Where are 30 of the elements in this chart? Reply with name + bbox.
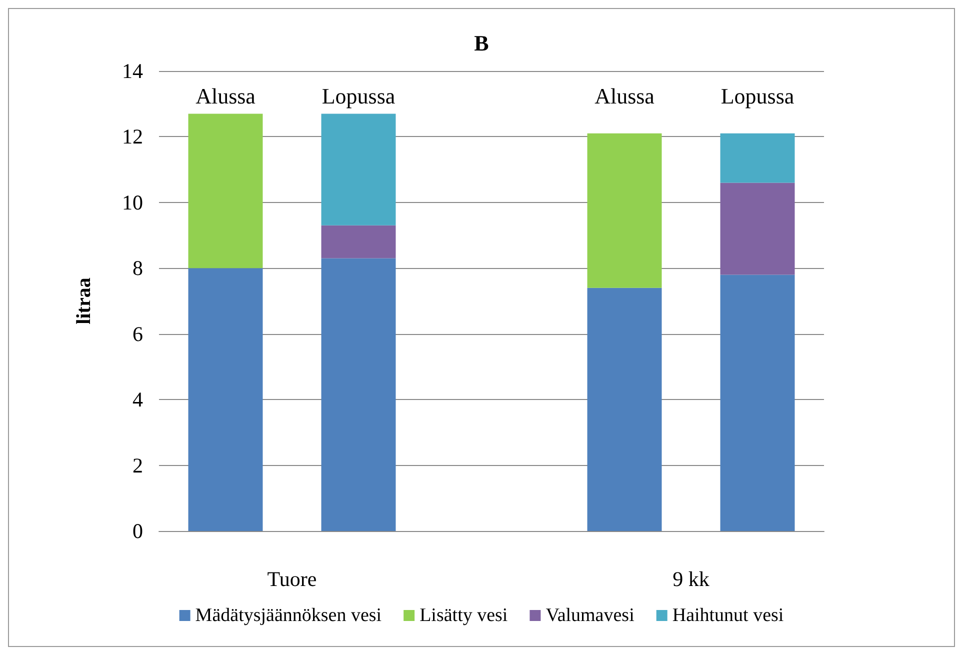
y-tick-label: 8 xyxy=(132,256,143,280)
bar xyxy=(321,225,396,258)
bar xyxy=(587,288,662,531)
x-tick-label: Lopussa xyxy=(720,84,794,108)
x-tick-label: Alussa xyxy=(196,84,256,108)
y-tick-label: 6 xyxy=(132,322,143,346)
y-tick-label: 2 xyxy=(132,453,143,478)
bar xyxy=(720,274,795,531)
legend-label: Lisätty vesi xyxy=(420,605,508,626)
text: Tuore xyxy=(267,567,317,591)
legend-label: Valumavesi xyxy=(546,605,634,626)
bar xyxy=(188,268,263,531)
bar xyxy=(321,258,396,531)
bar xyxy=(321,114,396,226)
y-tick-label: 12 xyxy=(122,124,143,149)
x-tick-label: Alussa xyxy=(594,84,655,108)
y-axis-title: litraa xyxy=(73,278,95,324)
y-tick-label: 0 xyxy=(132,519,143,543)
bar xyxy=(587,133,662,288)
bar xyxy=(188,114,263,268)
y-tick-label: 10 xyxy=(122,190,143,214)
chart-title: B xyxy=(474,30,490,56)
legend-label: Mädätysjäännöksen vesi xyxy=(195,605,382,626)
text: 9 kk xyxy=(672,567,710,591)
y-tick-label: 14 xyxy=(122,59,144,83)
x-tick-label: Lopussa xyxy=(322,84,396,108)
bar xyxy=(720,133,795,183)
legend-label: Haihtunut vesi xyxy=(672,605,784,626)
y-tick-label: 4 xyxy=(132,388,144,412)
bar xyxy=(720,182,795,275)
